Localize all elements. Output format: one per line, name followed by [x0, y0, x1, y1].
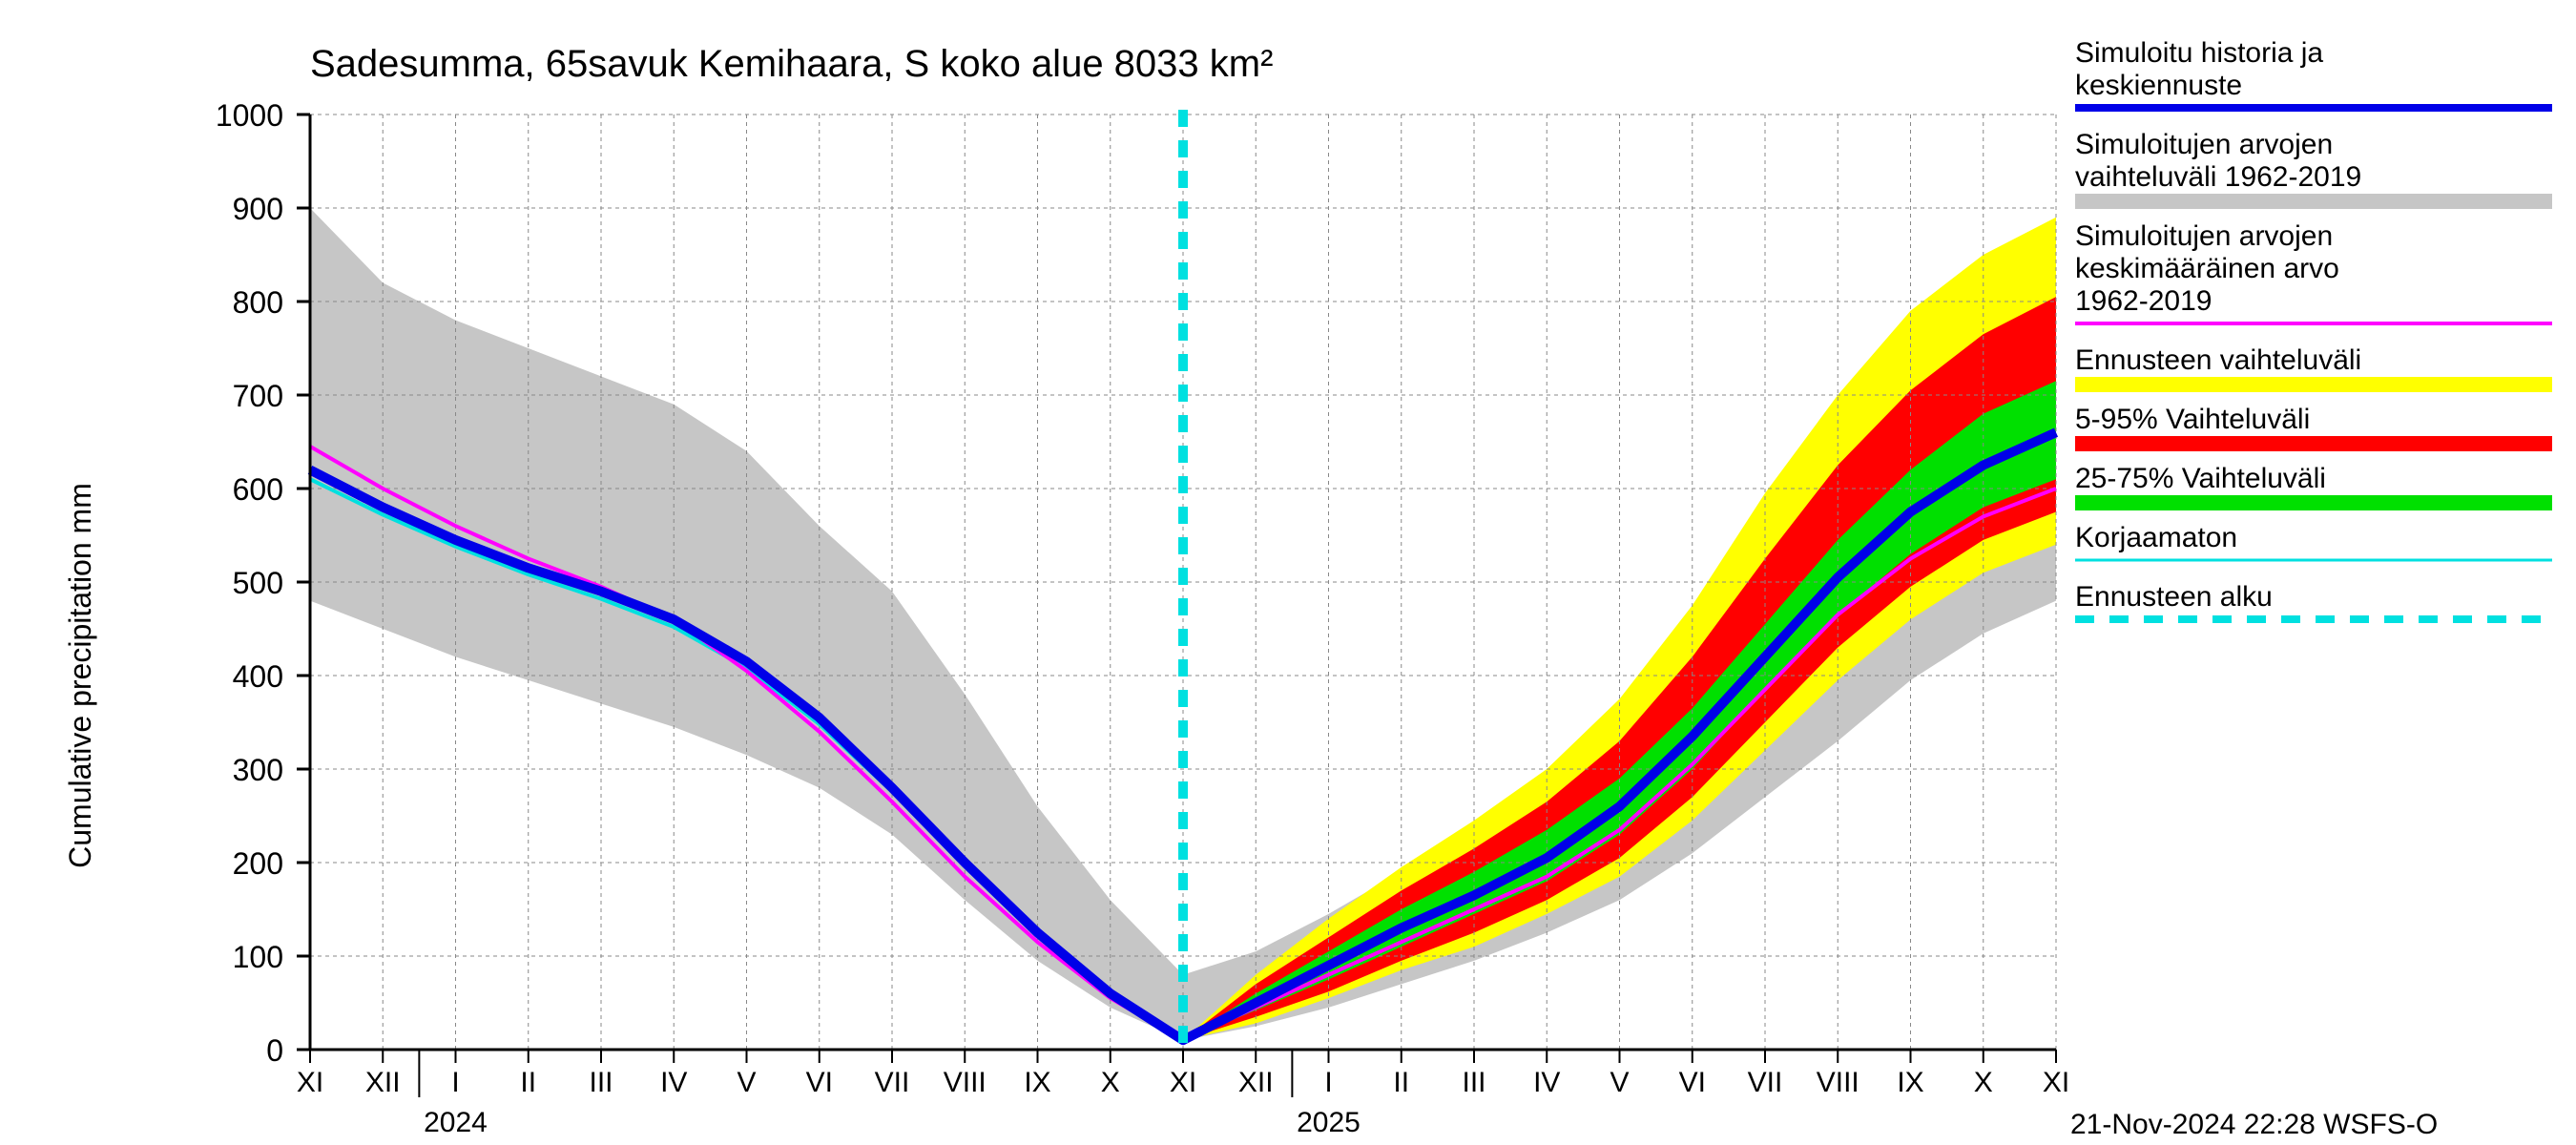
x-tick-label: III: [1462, 1067, 1485, 1098]
y-tick-label: 400: [233, 659, 283, 694]
x-tick-label: VIII: [1817, 1067, 1859, 1098]
x-tick-label: V: [1610, 1067, 1629, 1098]
x-tick-label: II: [1393, 1067, 1409, 1098]
x-tick-label: XI: [1170, 1067, 1196, 1098]
legend-swatch: [2075, 436, 2552, 451]
x-tick-label: II: [520, 1067, 536, 1098]
x-tick-label: XII: [1238, 1067, 1274, 1098]
x-tick-label: IX: [1897, 1067, 1923, 1098]
x-tick-label: IX: [1024, 1067, 1050, 1098]
legend-label: Ennusteen alku: [2075, 581, 2273, 613]
x-tick-label: VI: [1679, 1067, 1706, 1098]
x-tick-label: I: [451, 1067, 459, 1098]
chart-footer: 21-Nov-2024 22:28 WSFS-O: [2070, 1109, 2438, 1140]
y-tick-label: 800: [233, 285, 283, 320]
x-tick-label: III: [589, 1067, 613, 1098]
y-axis-label: Cumulative precipitation mm: [63, 483, 97, 868]
legend-swatch: [2075, 194, 2552, 209]
x-tick-label: XI: [297, 1067, 323, 1098]
legend-label: Simuloitujen arvojen: [2075, 129, 2333, 160]
x-tick-label: X: [1101, 1067, 1120, 1098]
x-year-label: 2025: [1297, 1107, 1361, 1138]
x-tick-label: V: [737, 1067, 756, 1098]
y-tick-label: 200: [233, 846, 283, 881]
legend-label: Ennusteen vaihteluväli: [2075, 344, 2361, 376]
legend-label: Korjaamaton: [2075, 522, 2237, 553]
legend-label: vaihteluväli 1962-2019: [2075, 161, 2361, 193]
x-tick-label: XII: [365, 1067, 401, 1098]
legend-label: 5-95% Vaihteluväli: [2075, 404, 2310, 435]
legend-label: Simuloitujen arvojen: [2075, 220, 2333, 252]
x-tick-label: IV: [1533, 1067, 1560, 1098]
x-year-label: 2024: [424, 1107, 488, 1138]
legend-label: keskimääräinen arvo: [2075, 253, 2339, 284]
x-tick-label: VII: [875, 1067, 910, 1098]
y-tick-label: 300: [233, 753, 283, 787]
legend-label: 1962-2019: [2075, 285, 2212, 317]
x-tick-label: VI: [806, 1067, 833, 1098]
y-tick-label: 1000: [216, 98, 283, 133]
legend-label: Simuloitu historia ja: [2075, 37, 2323, 69]
x-tick-label: I: [1324, 1067, 1332, 1098]
y-tick-label: 700: [233, 379, 283, 413]
y-tick-label: 900: [233, 192, 283, 226]
legend-label: 25-75% Vaihteluväli: [2075, 463, 2326, 494]
x-tick-label: IV: [660, 1067, 687, 1098]
x-tick-label: XI: [2043, 1067, 2069, 1098]
x-tick-label: X: [1974, 1067, 1993, 1098]
y-tick-label: 0: [266, 1033, 283, 1068]
legend-label: keskiennuste: [2075, 70, 2242, 101]
x-tick-label: VIII: [944, 1067, 987, 1098]
chart-container: 01002003004005006007008009001000XIXIIIII…: [0, 0, 2576, 1145]
legend-swatch: [2075, 377, 2552, 392]
y-tick-label: 500: [233, 566, 283, 600]
chart-svg: 01002003004005006007008009001000XIXIIIII…: [0, 0, 2576, 1145]
y-tick-label: 600: [233, 472, 283, 507]
y-tick-label: 100: [233, 940, 283, 974]
x-tick-label: VII: [1748, 1067, 1783, 1098]
chart-title: Sadesumma, 65savuk Kemihaara, S koko alu…: [310, 43, 1273, 85]
legend-swatch: [2075, 495, 2552, 510]
